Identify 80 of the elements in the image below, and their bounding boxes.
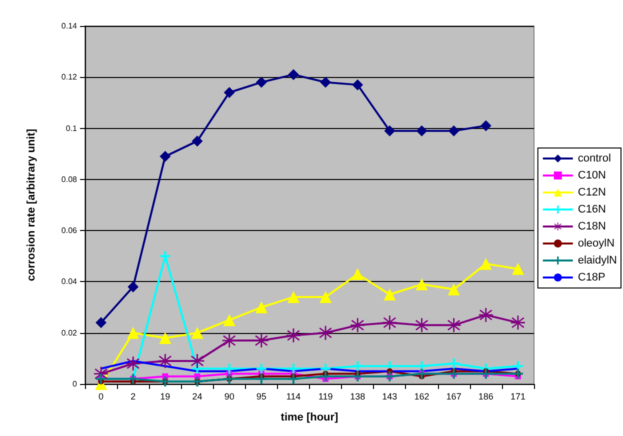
point	[288, 69, 299, 80]
point	[350, 318, 365, 332]
point	[480, 120, 492, 132]
point	[510, 316, 525, 330]
point	[320, 371, 331, 382]
point	[256, 364, 266, 374]
point	[352, 361, 363, 372]
x-tick-label: 114	[286, 392, 301, 402]
point	[446, 318, 461, 332]
x-tick-label: 24	[192, 392, 202, 402]
point	[416, 125, 428, 136]
legend-label: elaidylN	[578, 254, 618, 266]
x-tick-label: 119	[318, 392, 333, 402]
y-tick-label: 0.1	[66, 124, 78, 133]
point	[318, 326, 333, 340]
y-tick-label: 0.06	[61, 226, 78, 236]
point	[448, 283, 460, 296]
point	[190, 354, 204, 368]
point	[352, 268, 364, 280]
point	[448, 125, 460, 136]
point	[223, 314, 236, 326]
point	[160, 251, 170, 262]
point	[320, 76, 332, 88]
point	[352, 79, 364, 90]
x-tick-label: 19	[160, 392, 170, 402]
point	[254, 334, 268, 348]
point	[160, 150, 171, 162]
legend-label: C18N	[578, 220, 606, 232]
x-tick-label: 2	[130, 392, 136, 402]
point	[159, 332, 172, 344]
point	[320, 291, 332, 304]
x-tick-label: 0	[98, 392, 104, 402]
point	[222, 334, 236, 348]
point	[256, 76, 267, 88]
point	[128, 281, 139, 292]
point	[255, 301, 268, 314]
point	[192, 136, 203, 147]
point	[448, 358, 459, 369]
y-tick-label: 0.12	[61, 72, 78, 82]
point	[224, 86, 235, 98]
y-tick-label: 0.08	[61, 174, 78, 184]
x-tick-label: 138	[350, 392, 366, 402]
x-tick-label: 167	[446, 392, 462, 402]
point	[286, 328, 300, 342]
legend-label: C16N	[578, 204, 606, 216]
point	[191, 326, 204, 339]
x-tick-label: 143	[382, 392, 398, 402]
y-axis-title: corrosion rate [arbitrary unit]	[26, 128, 38, 282]
point	[288, 364, 298, 374]
point	[158, 354, 172, 368]
point	[224, 364, 234, 374]
legend-label: C10N	[578, 170, 606, 182]
point	[414, 318, 429, 332]
y-tick-label: 0	[72, 380, 78, 388]
x-axis-title: time [hour]	[280, 412, 339, 424]
point	[512, 262, 524, 275]
point	[287, 291, 300, 304]
point	[416, 278, 428, 290]
point	[288, 374, 298, 384]
x-tick-label: 171	[510, 392, 526, 402]
point	[480, 258, 492, 270]
legend-label: C18P	[578, 272, 606, 284]
legend-label: C12N	[578, 186, 606, 198]
y-tick-label: 0.02	[61, 328, 78, 338]
point	[382, 316, 397, 330]
y-tick-label: 0.04	[61, 277, 78, 286]
x-tick-label: 162	[414, 392, 430, 402]
x-tick-label: 90	[224, 392, 234, 402]
point	[478, 308, 493, 322]
x-tick-label: 186	[478, 392, 494, 402]
legend-label: control	[578, 152, 611, 164]
x-tick-label: 95	[256, 392, 266, 402]
legend-label: oleoylN	[578, 238, 615, 250]
point	[127, 326, 140, 339]
point	[384, 125, 396, 136]
point	[384, 288, 396, 300]
point	[126, 356, 140, 371]
point	[96, 317, 107, 328]
y-tick-label: 0.14	[61, 22, 78, 30]
point	[256, 374, 266, 384]
